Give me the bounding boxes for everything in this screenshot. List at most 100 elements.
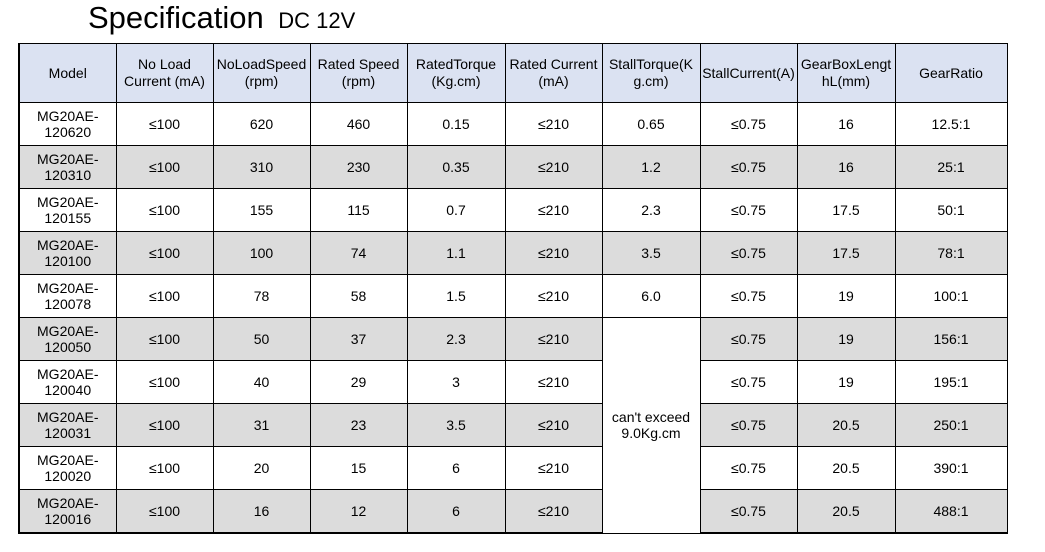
- cell-gear-ratio: 488:1: [894, 489, 1008, 534]
- cell-no-load-speed: 155: [212, 188, 311, 232]
- cell-no-load-speed: 310: [212, 145, 311, 189]
- cell-no-load-current: ≤100: [115, 489, 214, 534]
- cell-rated-speed: 230: [309, 145, 408, 189]
- cell-gearbox-length: 16: [796, 145, 896, 189]
- cell-rated-current: ≤210: [504, 274, 603, 318]
- header-rated-current: Rated Current (mA): [504, 43, 603, 103]
- cell-stall-current: ≤0.75: [699, 231, 798, 275]
- cell-no-load-current: ≤100: [115, 446, 214, 490]
- title-main: Specification: [88, 0, 264, 35]
- cell-rated-current: ≤210: [504, 360, 603, 404]
- cell-no-load-speed: 20: [212, 446, 311, 490]
- cell-no-load-current: ≤100: [115, 231, 214, 275]
- cell-gear-ratio: 12.5:1: [894, 102, 1008, 146]
- cell-rated-speed: 74: [309, 231, 408, 275]
- cell-rated-current: ≤210: [504, 317, 603, 361]
- cell-rated-current: ≤210: [504, 446, 603, 490]
- table-body: MG20AE- 120620 ≤100 620 460 0.15 ≤210 0.65 ≤0.75…: [18, 102, 1008, 534]
- cell-rated-speed: 12: [309, 489, 408, 534]
- cell-rated-torque: 2.3: [406, 317, 506, 361]
- cell-stall-current: ≤0.75: [699, 446, 798, 490]
- cell-stall-current: ≤0.75: [699, 274, 798, 318]
- cell-rated-torque: 3.5: [406, 403, 506, 447]
- cell-model: MG20AE- 120016: [18, 489, 117, 534]
- cell-gearbox-length: 17.5: [796, 188, 896, 232]
- cell-stall-torque: 2.3: [601, 188, 701, 232]
- cell-rated-torque: 1.1: [406, 231, 506, 275]
- cell-gearbox-length: 19: [796, 274, 896, 318]
- header-gear-ratio: GearRatio: [894, 43, 1008, 103]
- cell-model: MG20AE- 120031: [18, 403, 117, 447]
- table-row: MG20AE- 120620 ≤100 620 460 0.15 ≤210 0.65 ≤0.75…: [18, 102, 1008, 146]
- cell-rated-torque: 1.5: [406, 274, 506, 318]
- page-title: Specification DC 12V: [88, 0, 355, 40]
- cell-gear-ratio: 100:1: [894, 274, 1008, 318]
- title-voltage: DC 12V: [278, 8, 356, 33]
- stall-torque-note: can't exceed 9.0Kg.cm: [601, 317, 701, 534]
- cell-stall-current: ≤0.75: [699, 145, 798, 189]
- cell-stall-current: ≤0.75: [699, 360, 798, 404]
- header-gearbox-length: GearBoxLengt hL(mm): [796, 43, 896, 103]
- cell-rated-torque: 0.7: [406, 188, 506, 232]
- cell-rated-speed: 23: [309, 403, 408, 447]
- cell-stall-current: ≤0.75: [699, 102, 798, 146]
- cell-no-load-current: ≤100: [115, 188, 214, 232]
- cell-gear-ratio: 50:1: [894, 188, 1008, 232]
- cell-rated-current: ≤210: [504, 102, 603, 146]
- cell-stall-torque: 3.5: [601, 231, 701, 275]
- cell-no-load-current: ≤100: [115, 102, 214, 146]
- table-row: MG20AE- 120155 ≤100 155 115 0.7 ≤210 2.3 ≤0.75 17…: [18, 188, 1008, 232]
- cell-no-load-current: ≤100: [115, 360, 214, 404]
- cell-no-load-current: ≤100: [115, 403, 214, 447]
- cell-gearbox-length: 20.5: [796, 489, 896, 534]
- cell-no-load-speed: 31: [212, 403, 311, 447]
- header-stall-torque: StallTorque(K g.cm): [601, 43, 701, 103]
- header-stall-current: StallCurrent(A): [699, 43, 798, 103]
- cell-no-load-speed: 40: [212, 360, 311, 404]
- cell-gear-ratio: 195:1: [894, 360, 1008, 404]
- cell-gear-ratio: 156:1: [894, 317, 1008, 361]
- cell-stall-torque: 1.2: [601, 145, 701, 189]
- cell-rated-speed: 29: [309, 360, 408, 404]
- header-rated-speed: Rated Speed (rpm): [309, 43, 408, 103]
- cell-no-load-speed: 100: [212, 231, 311, 275]
- cell-rated-current: ≤210: [504, 231, 603, 275]
- cell-rated-speed: 460: [309, 102, 408, 146]
- table-row: MG20AE- 120031 ≤100 31 23 3.5 ≤210 ≤0.75 20.5 250…: [18, 403, 1008, 447]
- header-row: Model No Load Current (mA) NoLoadSpeed (rpm)…: [18, 43, 1008, 103]
- cell-rated-current: ≤210: [504, 145, 603, 189]
- cell-gearbox-length: 20.5: [796, 403, 896, 447]
- cell-rated-speed: 15: [309, 446, 408, 490]
- cell-gear-ratio: 250:1: [894, 403, 1008, 447]
- cell-stall-current: ≤0.75: [699, 489, 798, 534]
- cell-no-load-current: ≤100: [115, 145, 214, 189]
- cell-gearbox-length: 19: [796, 317, 896, 361]
- header-no-load-speed: NoLoadSpeed (rpm): [212, 43, 311, 103]
- specification-table: Model No Load Current (mA) NoLoadSpeed (rpm)…: [18, 43, 1008, 534]
- cell-gear-ratio: 78:1: [894, 231, 1008, 275]
- cell-rated-torque: 6: [406, 446, 506, 490]
- header-model: Model: [18, 43, 117, 103]
- table-row: MG20AE- 120016 ≤100 16 12 6 ≤210 ≤0.75 20.5 488:1: [18, 489, 1008, 534]
- cell-no-load-speed: 16: [212, 489, 311, 534]
- cell-gearbox-length: 20.5: [796, 446, 896, 490]
- cell-no-load-speed: 78: [212, 274, 311, 318]
- cell-no-load-current: ≤100: [115, 274, 214, 318]
- cell-model: MG20AE- 120078: [18, 274, 117, 318]
- cell-gearbox-length: 17.5: [796, 231, 896, 275]
- table-row: MG20AE- 120100 ≤100 100 74 1.1 ≤210 3.5 ≤0.75 17.…: [18, 231, 1008, 275]
- cell-gearbox-length: 19: [796, 360, 896, 404]
- cell-rated-torque: 0.15: [406, 102, 506, 146]
- cell-rated-speed: 115: [309, 188, 408, 232]
- table-row: MG20AE- 120078 ≤100 78 58 1.5 ≤210 6.0 ≤0.75 19 10…: [18, 274, 1008, 318]
- cell-rated-torque: 6: [406, 489, 506, 534]
- cell-stall-torque: 0.65: [601, 102, 701, 146]
- cell-no-load-speed: 620: [212, 102, 311, 146]
- cell-stall-current: ≤0.75: [699, 403, 798, 447]
- cell-model: MG20AE- 120155: [18, 188, 117, 232]
- cell-rated-speed: 37: [309, 317, 408, 361]
- cell-model: MG20AE- 120310: [18, 145, 117, 189]
- cell-model: MG20AE- 120040: [18, 360, 117, 404]
- header-no-load-current: No Load Current (mA): [115, 43, 214, 103]
- cell-model: MG20AE- 120050: [18, 317, 117, 361]
